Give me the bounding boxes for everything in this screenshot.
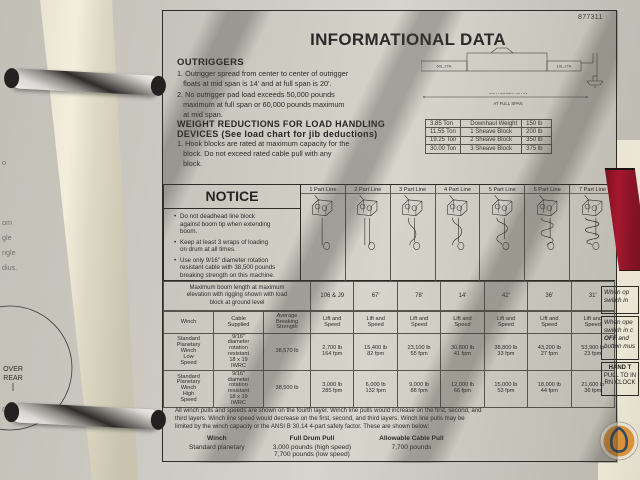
svg-text:OVER: OVER	[3, 366, 23, 373]
svg-text:REAR: REAR	[3, 375, 22, 382]
svg-text:AT FULL SPAN: AT FULL SPAN	[493, 101, 522, 106]
svg-text:60L,27A: 60L,27A	[437, 64, 452, 69]
svg-text:OUTRIGGER SPAN: OUTRIGGER SPAN	[489, 93, 528, 95]
svg-text:10L,27A: 10L,27A	[557, 64, 572, 69]
